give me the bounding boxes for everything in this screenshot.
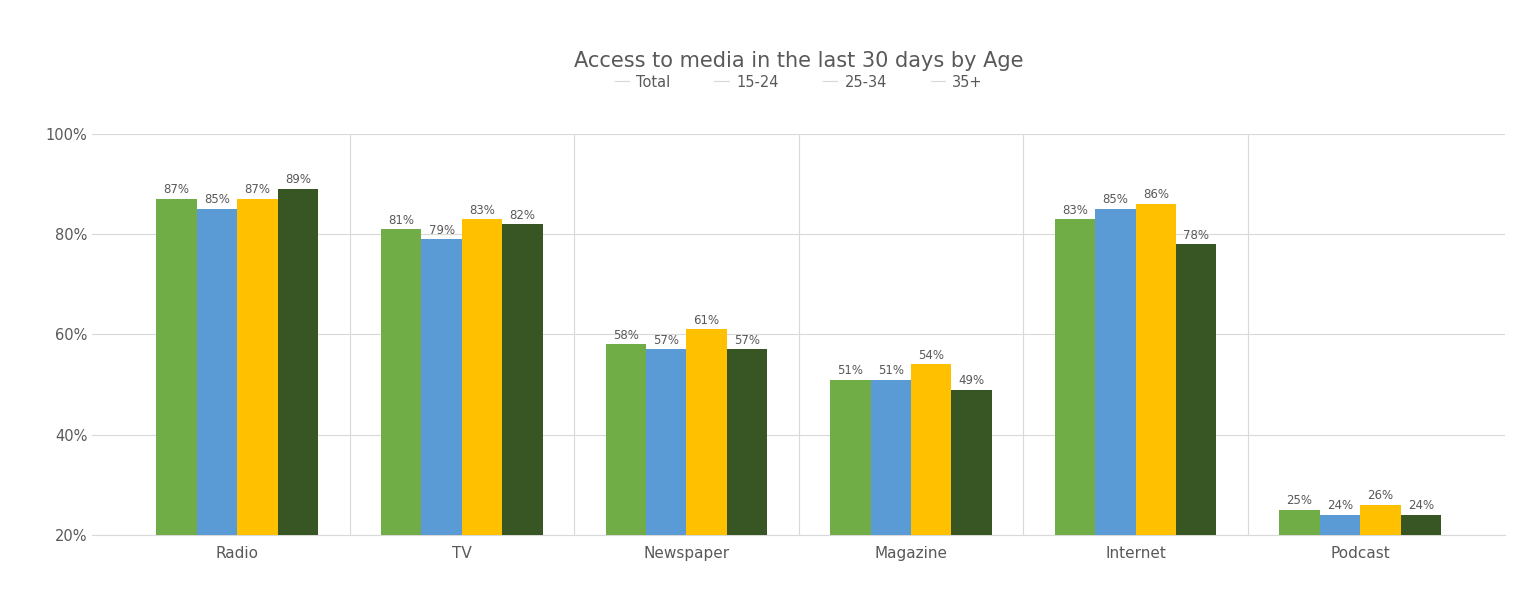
- Text: 85%: 85%: [1103, 193, 1129, 207]
- Text: 51%: 51%: [837, 364, 863, 377]
- Bar: [462, 219, 502, 535]
- Bar: [197, 209, 237, 535]
- Bar: [911, 364, 951, 535]
- Text: 89%: 89%: [284, 173, 310, 187]
- Text: 25%: 25%: [1287, 494, 1313, 508]
- Bar: [237, 199, 278, 535]
- Text: 54%: 54%: [919, 349, 945, 362]
- Text: 51%: 51%: [877, 364, 903, 377]
- Bar: [1135, 204, 1177, 535]
- Title: Access to media in the last 30 days by Age: Access to media in the last 30 days by A…: [574, 51, 1023, 71]
- Bar: [421, 239, 462, 535]
- Text: 81%: 81%: [389, 213, 415, 227]
- Text: 83%: 83%: [468, 204, 495, 216]
- Text: 57%: 57%: [734, 334, 760, 347]
- Text: 82%: 82%: [510, 209, 536, 221]
- Text: 85%: 85%: [204, 193, 230, 207]
- Text: 79%: 79%: [429, 224, 455, 237]
- Text: 78%: 78%: [1183, 229, 1209, 241]
- Text: 24%: 24%: [1327, 499, 1353, 513]
- Text: 26%: 26%: [1367, 489, 1393, 502]
- Bar: [871, 379, 911, 535]
- Bar: [1055, 219, 1095, 535]
- Bar: [1401, 515, 1441, 535]
- Text: 49%: 49%: [958, 374, 985, 387]
- Text: 87%: 87%: [164, 184, 189, 196]
- Bar: [727, 350, 768, 535]
- Bar: [1319, 515, 1361, 535]
- Bar: [502, 224, 542, 535]
- Bar: [278, 189, 318, 535]
- Text: 58%: 58%: [613, 329, 639, 342]
- Text: 61%: 61%: [694, 314, 720, 327]
- Bar: [1095, 209, 1135, 535]
- Bar: [647, 350, 687, 535]
- Bar: [1279, 510, 1319, 535]
- Bar: [381, 229, 421, 535]
- Text: 83%: 83%: [1061, 204, 1087, 216]
- Bar: [951, 390, 992, 535]
- Bar: [829, 379, 871, 535]
- Text: 86%: 86%: [1143, 188, 1169, 201]
- Bar: [1177, 244, 1217, 535]
- Text: 57%: 57%: [653, 334, 679, 347]
- Legend: Total, 15-24, 25-34, 35+: Total, 15-24, 25-34, 35+: [608, 69, 989, 95]
- Text: 87%: 87%: [244, 184, 270, 196]
- Bar: [687, 330, 727, 535]
- Bar: [157, 199, 197, 535]
- Text: 24%: 24%: [1409, 499, 1435, 513]
- Bar: [1361, 505, 1401, 535]
- Bar: [605, 344, 647, 535]
